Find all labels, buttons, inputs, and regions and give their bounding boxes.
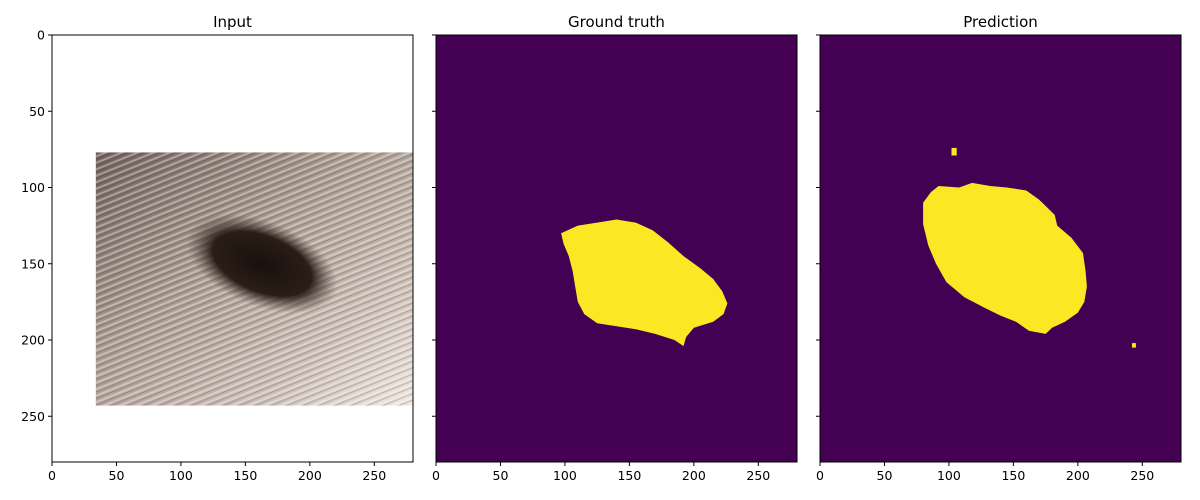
y-tick-label: 50 [29, 104, 45, 119]
y-tick-label: 0 [37, 28, 45, 43]
x-tick-label: 50 [493, 468, 509, 483]
mask-region [923, 182, 1087, 334]
axes-ticks: 0 50 100 150 200 250 0 50 100 150 200 250 [21, 28, 386, 484]
panel-title: Prediction [963, 13, 1038, 31]
image-layer [95, 152, 413, 406]
x-tick-label: 250 [362, 468, 386, 483]
x-tick-label: 0 [48, 468, 56, 483]
mask-region [951, 147, 957, 156]
y-tick-label: 100 [21, 180, 45, 195]
x-tick-label: 250 [746, 468, 770, 483]
x-tick-label: 50 [877, 468, 893, 483]
y-tick-label: 200 [21, 333, 45, 348]
axes-ticks: 0 50 100 150 200 250 [432, 34, 770, 483]
x-tick-label: 100 [553, 468, 577, 483]
mask-layer [923, 147, 1136, 348]
panel-title: Ground truth [568, 13, 665, 31]
axes-frame [435, 34, 798, 463]
lesion [186, 214, 338, 314]
axes-frame [819, 34, 1182, 463]
panel-prediction: Prediction 0 50 100 150 200 250 [816, 13, 1182, 483]
x-tick-label: 200 [298, 468, 322, 483]
x-tick-label: 50 [109, 468, 125, 483]
panel-ground-truth: Ground truth 0 50 100 150 200 250 [432, 13, 798, 483]
x-tick-label: 150 [233, 468, 257, 483]
x-tick-label: 100 [169, 468, 193, 483]
x-tick-label: 150 [1001, 468, 1025, 483]
x-tick-label: 200 [1066, 468, 1090, 483]
panel-input: Input 0 50 100 150 200 250 0 50 100 150 200 250 [21, 13, 414, 484]
x-tick-label: 0 [816, 468, 824, 483]
mask-region [561, 219, 728, 347]
x-tick-label: 100 [937, 468, 961, 483]
x-tick-label: 0 [432, 468, 440, 483]
axes-frame [51, 34, 414, 463]
x-tick-label: 250 [1130, 468, 1154, 483]
axes-ticks: 0 50 100 150 200 250 [816, 34, 1154, 483]
y-tick-label: 250 [21, 409, 45, 424]
panel-title: Input [213, 13, 252, 31]
y-tick-label: 150 [21, 256, 45, 271]
x-tick-label: 150 [617, 468, 641, 483]
mask-region [1132, 343, 1136, 348]
mask-layer [561, 219, 728, 347]
x-tick-label: 200 [682, 468, 706, 483]
